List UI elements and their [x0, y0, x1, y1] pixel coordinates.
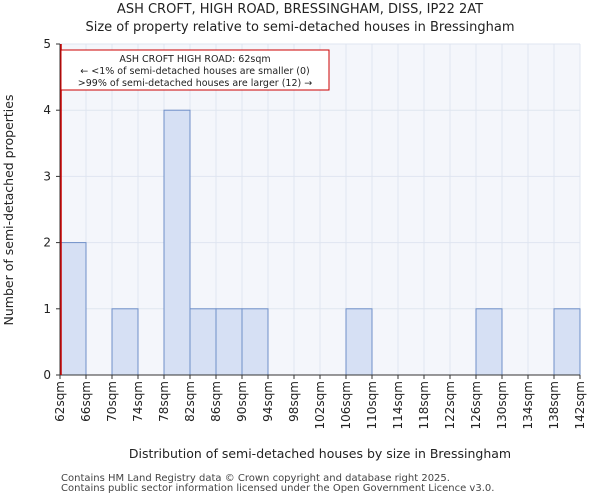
y-axis-label: Number of semi-detached properties — [1, 95, 16, 326]
x-tick-label: 122sqm — [443, 381, 457, 429]
x-tick-label: 142sqm — [573, 381, 587, 429]
x-ticks: 62sqm 66sqm 70sqm 74sqm 78sqm 82sqm 86sqm 90sqm… — [53, 375, 587, 429]
x-tick-label: 86sqm — [209, 381, 223, 422]
x-tick-label: 110sqm — [365, 381, 379, 429]
x-tick-label: 78sqm — [157, 381, 171, 422]
y-tick-label: 4 — [43, 103, 51, 117]
chart-title: ASH CROFT, HIGH ROAD, BRESSINGHAM, DISS,… — [117, 2, 483, 17]
x-tick-label: 126sqm — [469, 381, 483, 429]
footer-line-1: Contains HM Land Registry data © Crown c… — [61, 473, 450, 484]
x-tick-label: 98sqm — [287, 381, 301, 422]
y-tick-label: 2 — [43, 236, 51, 250]
chart-subtitle: Size of property relative to semi-detach… — [85, 20, 514, 35]
bar — [553, 308, 581, 376]
y-tick-label: 5 — [43, 37, 51, 51]
annotation-line-3: >99% of semi-detached houses are larger … — [78, 78, 312, 89]
x-tick-label: 118sqm — [417, 381, 431, 429]
x-tick-label: 90sqm — [235, 381, 249, 422]
x-tick-label: 102sqm — [313, 381, 327, 429]
bar — [163, 109, 191, 376]
x-tick-label: 70sqm — [105, 381, 119, 422]
x-tick-label: 82sqm — [183, 381, 197, 422]
x-tick-label: 66sqm — [79, 381, 93, 422]
x-tick-label: 62sqm — [53, 381, 67, 422]
annotation-box: ASH CROFT HIGH ROAD: 62sqm ← <1% of semi… — [60, 49, 330, 91]
annotation-line-1: ASH CROFT HIGH ROAD: 62sqm — [119, 54, 270, 65]
footer-line-2: Contains public sector information licen… — [61, 483, 495, 494]
y-tick-label: 0 — [43, 368, 51, 382]
bar — [241, 308, 269, 376]
bar — [111, 308, 139, 376]
y-tick-label: 1 — [43, 302, 51, 316]
x-tick-label: 114sqm — [391, 381, 405, 429]
bar — [215, 308, 243, 376]
bar — [59, 242, 87, 376]
bar — [345, 308, 373, 376]
annotation-line-2: ← <1% of semi-detached houses are smalle… — [80, 66, 309, 77]
x-axis-label: Distribution of semi-detached houses by … — [129, 446, 511, 461]
x-tick-label: 74sqm — [131, 381, 145, 422]
bar — [475, 308, 503, 376]
x-tick-label: 138sqm — [547, 381, 561, 429]
y-ticks: 0 1 2 3 4 5 — [43, 37, 60, 382]
x-tick-label: 130sqm — [495, 381, 509, 429]
x-tick-label: 94sqm — [261, 381, 275, 422]
bar — [189, 308, 217, 376]
x-tick-label: 106sqm — [339, 381, 353, 429]
x-tick-label: 134sqm — [521, 381, 535, 429]
y-tick-label: 3 — [43, 169, 51, 183]
